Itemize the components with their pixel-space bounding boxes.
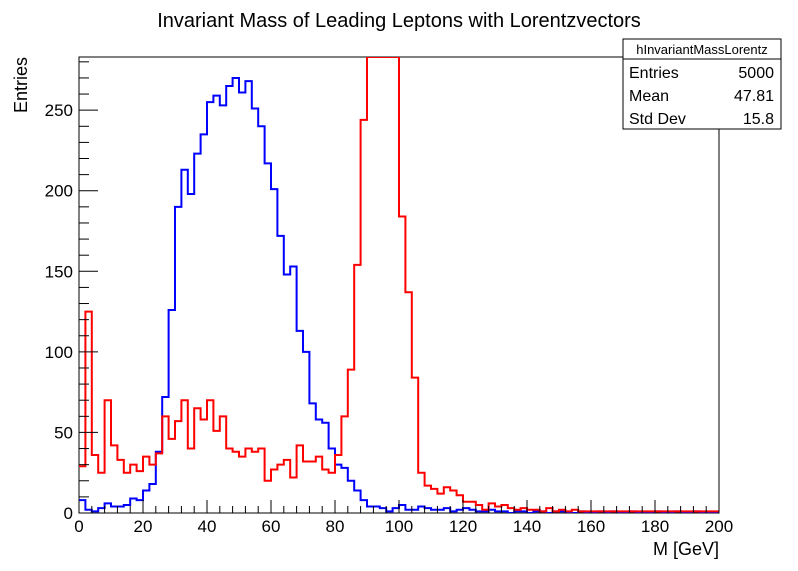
- x-tick-label: 20: [134, 517, 153, 536]
- stats-mean-value: 47.81: [734, 88, 774, 105]
- series-2-step-line: [79, 57, 719, 513]
- stats-mean-label: Mean: [629, 88, 669, 105]
- stats-entries-value: 5000: [738, 65, 774, 82]
- stats-box: hInvariantMassLorentz Entries 5000 Mean …: [622, 38, 782, 130]
- y-axis-label: Entries: [11, 57, 31, 113]
- x-tick-label: 0: [74, 517, 83, 536]
- stats-box-frame: [622, 38, 782, 130]
- stats-name: hInvariantMassLorentz: [636, 42, 768, 57]
- x-tick-label: 100: [385, 517, 413, 536]
- chart-title: Invariant Mass of Leading Leptons with L…: [157, 10, 641, 32]
- stats-stddev-label: Std Dev: [629, 111, 686, 128]
- x-tick-label: 200: [705, 517, 733, 536]
- x-tick-label: 120: [449, 517, 477, 536]
- y-tick-label: 0: [64, 504, 73, 523]
- x-tick-label: 40: [198, 517, 217, 536]
- axes-layer: 0 20 40 60 80 100 120 140 160 180 200 0 50 100 150 200 2…: [45, 61, 733, 536]
- x-tick-label: 60: [262, 517, 281, 536]
- x-axis-label: M [GeV]: [653, 539, 719, 559]
- x-tick-label: 160: [577, 517, 605, 536]
- x-tick-label: 180: [641, 517, 669, 536]
- x-tick-label: 80: [326, 517, 345, 536]
- y-tick-label: 200: [45, 182, 73, 201]
- stats-entries-label: Entries: [629, 65, 679, 82]
- y-tick-label: 50: [54, 423, 73, 442]
- x-tick-label: 140: [513, 517, 541, 536]
- stats-stddev-value: 15.8: [743, 111, 774, 128]
- y-tick-label: 150: [45, 262, 73, 281]
- y-tick-label: 100: [45, 343, 73, 362]
- series-layer: [79, 57, 719, 513]
- y-tick-label: 250: [45, 101, 73, 120]
